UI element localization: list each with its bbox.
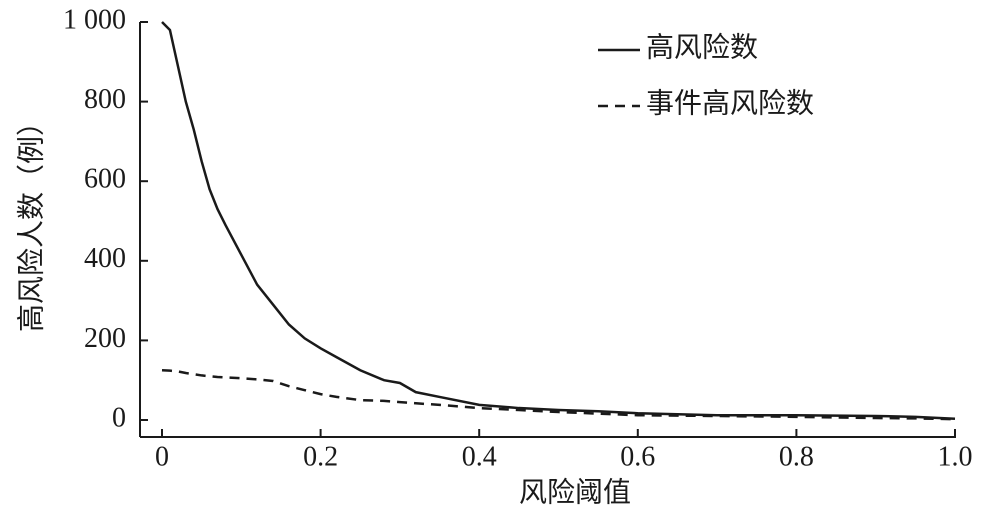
series-line [161, 369, 956, 421]
x-tick-label: 0.4 [462, 441, 497, 472]
x-tick-label: 1.0 [938, 441, 973, 472]
y-tick-label: 600 [84, 164, 126, 195]
x-axis-label: 风险阈值 [519, 476, 631, 508]
x-tick-label: 0 [155, 441, 169, 472]
y-tick-label: 800 [84, 84, 126, 115]
y-axis-label: 高风险人数（例） [15, 108, 47, 332]
y-tick-label: 0 [112, 402, 126, 433]
series-line [161, 21, 956, 421]
y-tick-label: 400 [84, 243, 126, 274]
x-tick-label: 0.6 [620, 441, 655, 472]
legend-label: 事件高风险数 [646, 87, 814, 119]
x-tick-label: 0.2 [303, 441, 338, 472]
legend-label: 高风险数 [646, 31, 758, 63]
x-tick-label: 0.8 [779, 441, 814, 472]
y-tick-label: 1 000 [63, 4, 126, 35]
y-tick-label: 200 [84, 323, 126, 354]
